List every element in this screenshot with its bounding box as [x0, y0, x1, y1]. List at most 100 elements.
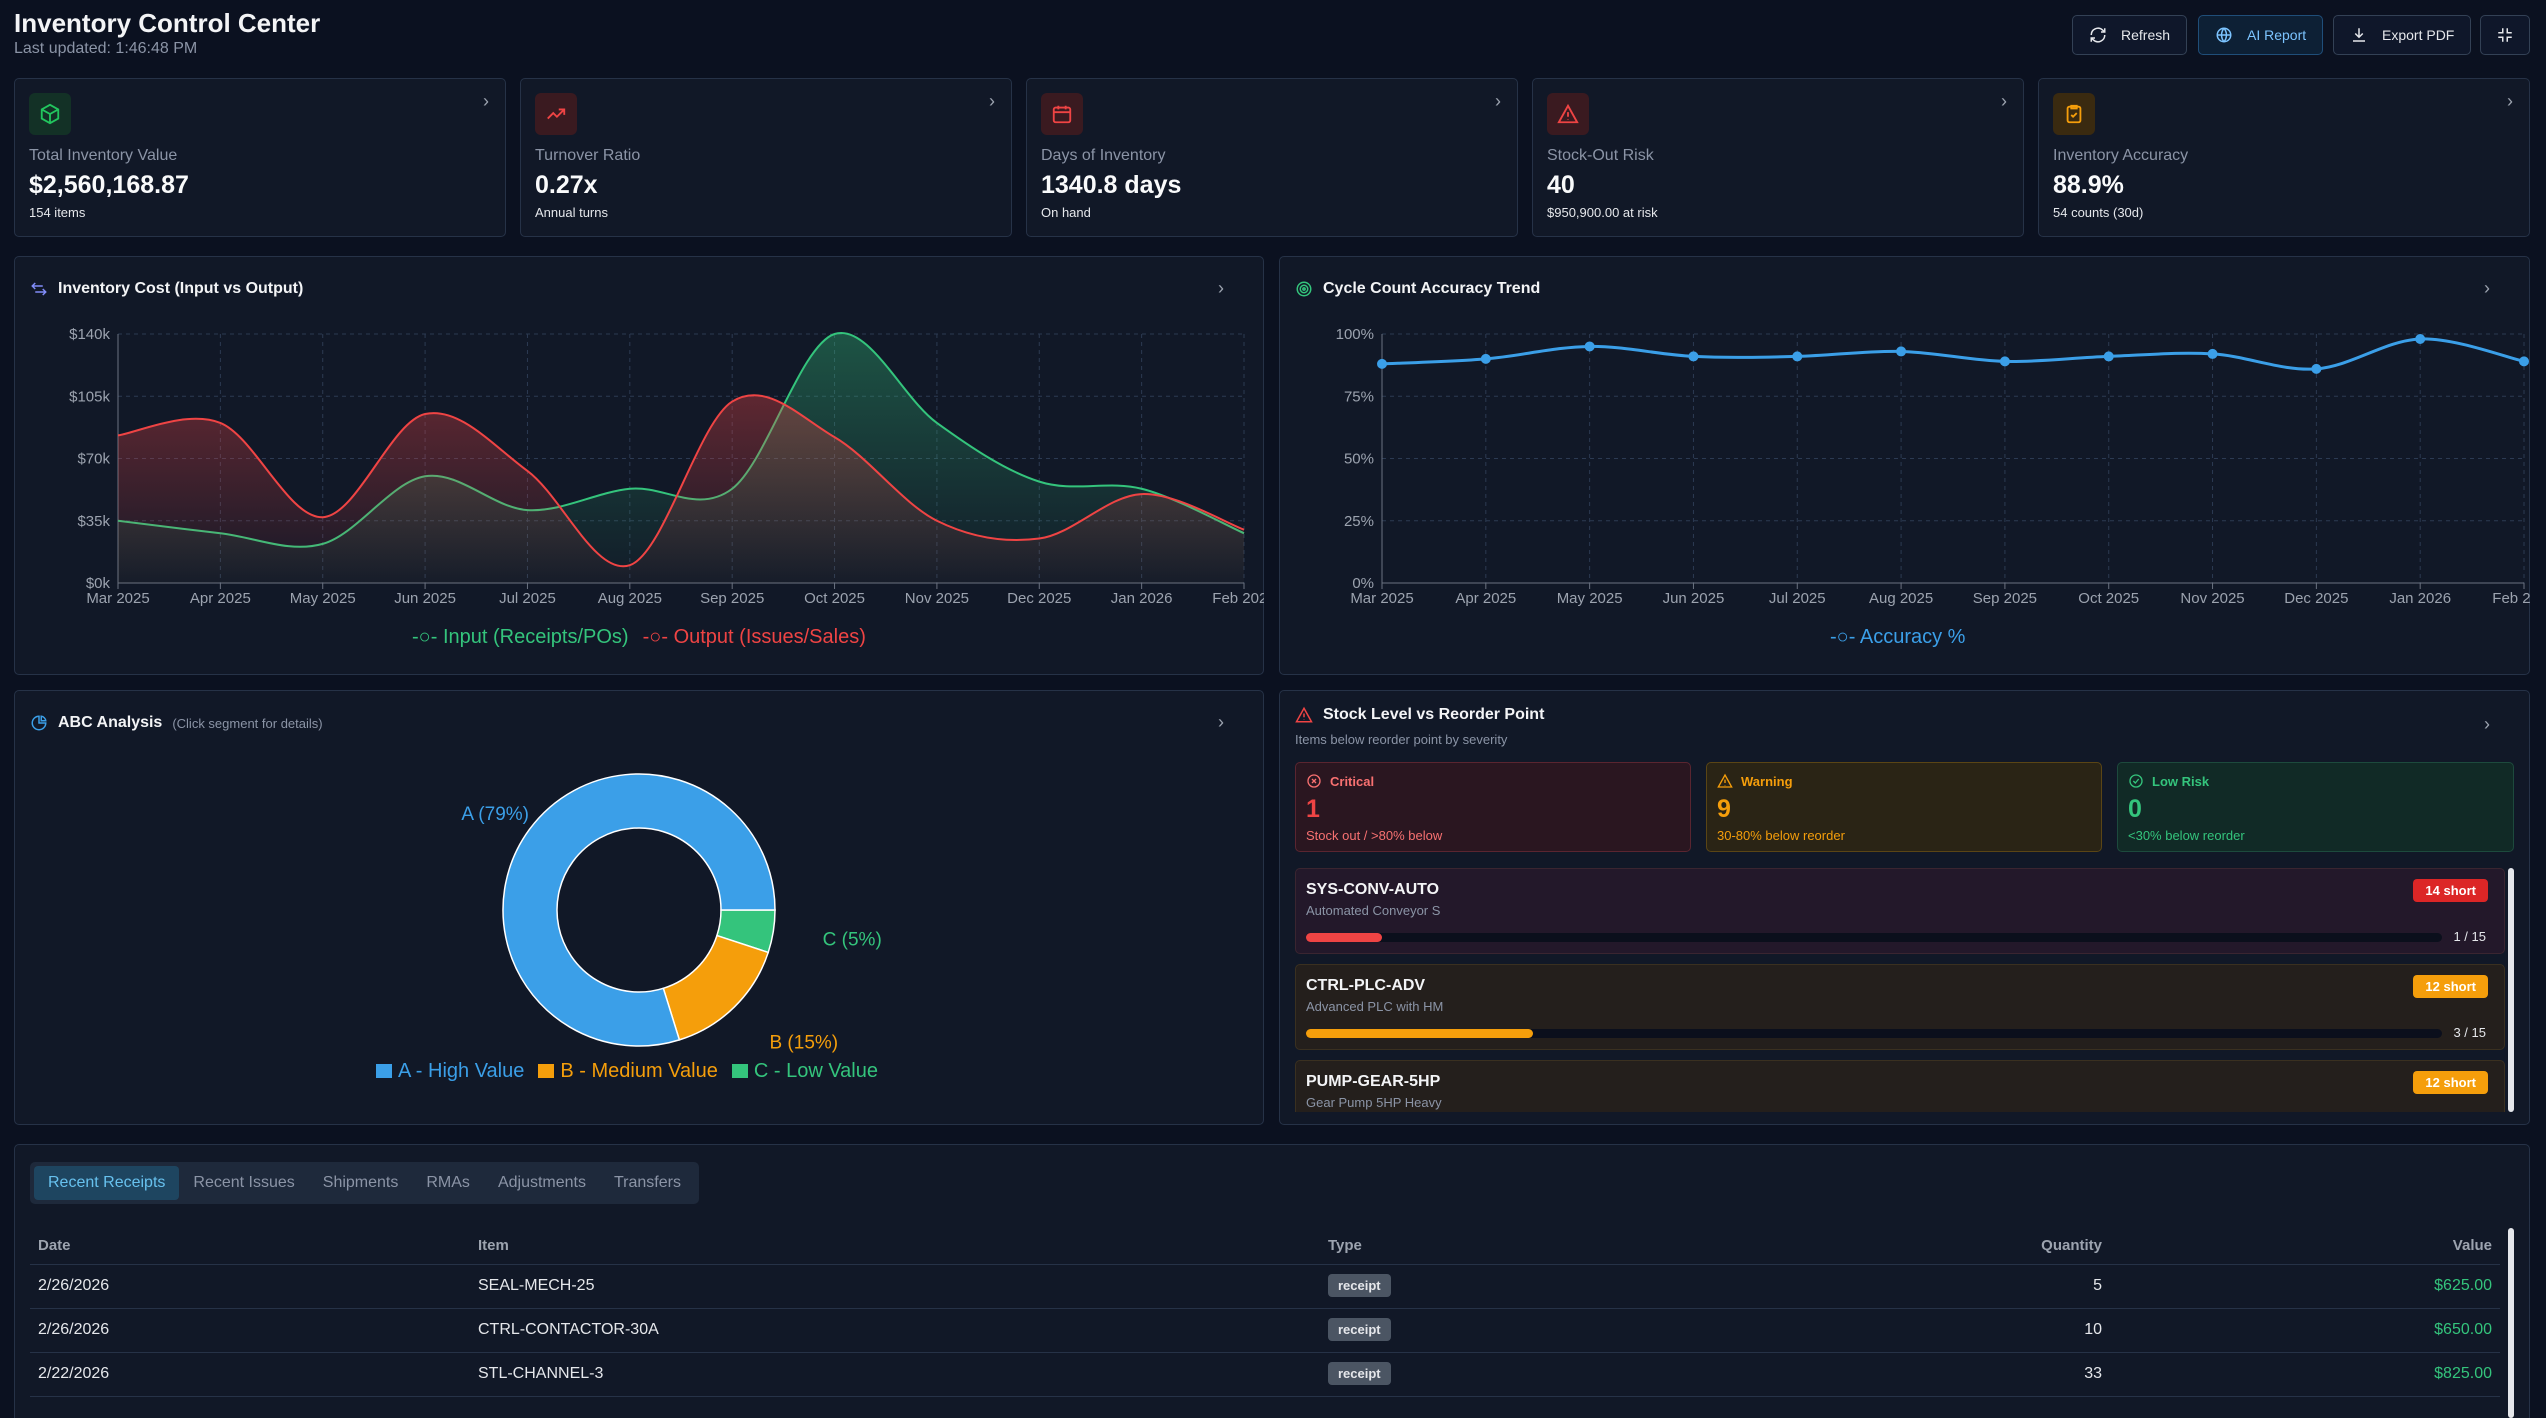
kpi-stock-out-risk[interactable]: › Stock-Out Risk 40 $950,900.00 at risk [1532, 78, 2024, 237]
download-icon [2353, 28, 2365, 42]
box-icon [29, 93, 71, 135]
cell-quantity: 10 [1820, 1308, 2110, 1353]
inventory-cost-chart[interactable]: $0k $35k $70k $105k $140k Mar 2025 Apr 2025 May… [14, 300, 1264, 620]
col-value[interactable]: Value [2110, 1228, 2500, 1265]
x-tick-label: Apr 2025 [190, 590, 251, 607]
y-tick-label: $35k [77, 513, 110, 530]
abc-donut-chart[interactable]: C (5%) B (15%) A (79%) [14, 740, 1264, 1060]
kpi-label: Turnover Ratio [535, 147, 641, 164]
col-type[interactable]: Type [1320, 1228, 1820, 1265]
export-pdf-button[interactable]: Export PDF [2333, 15, 2472, 55]
x-tick-label: Aug 2025 [1869, 590, 1933, 607]
cell-date: 2/22/2026 [30, 1352, 470, 1397]
tab-adjustments[interactable]: Adjustments [497, 1174, 586, 1191]
y-tick-label: 0% [1352, 575, 1374, 592]
tab-shipments[interactable]: Shipments [322, 1174, 399, 1191]
trending-up-icon [535, 93, 577, 135]
kpi-sub: $950,900.00 at risk [1547, 205, 1658, 220]
col-item[interactable]: Item [470, 1228, 1320, 1265]
data-point [1999, 356, 2010, 367]
tab-rmas[interactable]: RMAs [426, 1174, 470, 1191]
kpi-turnover-ratio[interactable]: › Turnover Ratio 0.27x Annual turns [520, 78, 1012, 237]
y-tick-label: 75% [1344, 388, 1374, 405]
shortage-badge: 12 short [2413, 975, 2488, 998]
col-quantity[interactable]: Quantity [1820, 1228, 2110, 1265]
table-row[interactable]: 2/22/2026 STL-CHANNEL-3 receipt 33 $825.… [30, 1352, 2500, 1397]
severity-count: 0 [2128, 795, 2142, 823]
stock-progress-fill [1306, 1029, 1534, 1038]
kpi-total-inventory-value[interactable]: › Total Inventory Value $2,560,168.87 15… [14, 78, 506, 237]
data-point [2207, 348, 2218, 359]
kpi-days-of-inventory[interactable]: › Days of Inventory 1340.8 days On hand [1026, 78, 1518, 237]
tab-recent-issues[interactable]: Recent Issues [193, 1174, 295, 1191]
refresh-label: Refresh [2121, 27, 2171, 43]
type-badge: receipt [1328, 1274, 1391, 1297]
legend-entry[interactable]: C - Low Value [731, 1060, 878, 1083]
x-tick-label: Jun 2025 [394, 590, 456, 607]
chevron-right-icon: › [1495, 91, 1501, 111]
data-point [1584, 341, 1595, 352]
chevron-right-icon[interactable]: › [1218, 278, 1224, 298]
x-tick-label: Oct 2025 [2078, 590, 2139, 607]
x-tick-label: Feb 2026 [1212, 590, 1264, 607]
kpi-sub: 154 items [29, 205, 86, 220]
data-point [2415, 333, 2426, 344]
x-tick-label: Nov 2025 [2180, 590, 2244, 607]
table-row[interactable]: 2/26/2026 CTRL-CONTACTOR-30A receipt 10 … [30, 1308, 2500, 1353]
refresh-button[interactable]: Refresh [2072, 15, 2188, 55]
x-tick-label: Jul 2025 [1769, 590, 1826, 607]
table-row[interactable]: 2/26/2026 SEAL-MECH-25 receipt 5 $625.00 [30, 1264, 2500, 1309]
chevron-right-icon[interactable]: › [1218, 712, 1224, 732]
kpi-value: 40 [1547, 171, 1575, 199]
panel-title: ABC Analysis [58, 714, 163, 731]
ai-report-button[interactable]: AI Report [2198, 15, 2324, 55]
col-date[interactable]: Date [30, 1228, 470, 1265]
kpi-sub: 54 counts (30d) [2053, 205, 2144, 220]
y-tick-label: 50% [1344, 451, 1374, 468]
stock-progress-fill [1306, 933, 1382, 942]
table-header-row: Date Item Type Quantity Value [30, 1228, 2500, 1265]
kpi-sub: Annual turns [535, 205, 608, 220]
severity-critical[interactable]: Critical 1 Stock out / >80% below [1295, 762, 1691, 852]
severity-low-risk[interactable]: Low Risk 0 <30% below reorder [2117, 762, 2514, 852]
data-point [1377, 358, 1387, 369]
x-tick-label: May 2025 [290, 590, 356, 607]
accuracy-trend-chart[interactable]: 0% 25% 50% 75% 100% Mar 2025 Apr 2025 May 2025 J… [1279, 300, 2530, 620]
stock-count: 1 / 15 [2453, 929, 2486, 944]
chevron-right-icon[interactable]: › [2484, 278, 2490, 298]
kpi-inventory-accuracy[interactable]: › Inventory Accuracy 88.9% 54 counts (30… [2038, 78, 2530, 237]
chevron-right-icon[interactable]: › [2484, 714, 2490, 734]
data-point [2519, 356, 2529, 367]
legend-input[interactable]: -○- Input (Receipts/POs) [412, 626, 629, 648]
stock-item-row[interactable]: CTRL-PLC-ADV Advanced PLC with HM 12 sho… [1295, 964, 2505, 1050]
stock-list-scrollbar[interactable] [2508, 868, 2514, 1112]
tab-transfers[interactable]: Transfers [613, 1174, 681, 1191]
chevron-right-icon: › [483, 91, 489, 111]
severity-warning[interactable]: Warning 9 30-80% below reorder [1706, 762, 2102, 852]
data-point [1688, 351, 1699, 362]
legend-entry[interactable]: B - Medium Value [538, 1060, 718, 1083]
stock-count: 3 / 15 [2453, 1025, 2486, 1040]
fullscreen-button[interactable] [2480, 15, 2530, 55]
stock-item-row[interactable]: PUMP-GEAR-5HP Gear Pump 5HP Heavy 12 sho… [1295, 1060, 2505, 1112]
x-tick-label: Jul 2025 [499, 590, 556, 607]
accuracy-chart-legend[interactable]: -○- Accuracy % [1830, 626, 1966, 648]
severity-desc: 30-80% below reorder [1717, 828, 1845, 843]
kpi-sub: On hand [1041, 205, 1091, 220]
panel-title: Cycle Count Accuracy Trend [1323, 280, 1541, 297]
stock-item-row[interactable]: SYS-CONV-AUTO Automated Conveyor S 14 sh… [1295, 868, 2505, 954]
severity-desc: Stock out / >80% below [1306, 828, 1443, 843]
kpi-value: 88.9% [2053, 171, 2124, 199]
item-desc: Gear Pump 5HP Heavy [1306, 1095, 1442, 1110]
severity-desc: <30% below reorder [2128, 828, 2245, 843]
legend-entry[interactable]: A - High Value [376, 1060, 524, 1083]
transaction-tabs: Recent Receipts Recent Issues Shipments … [30, 1162, 699, 1204]
series-line-2 [117, 394, 1245, 568]
tab-recent-receipts[interactable]: Recent Receipts [34, 1166, 180, 1200]
cell-item: SEAL-MECH-25 [470, 1264, 1320, 1309]
table-scrollbar[interactable] [2508, 1228, 2514, 1418]
panel-title: Inventory Cost (Input vs Output) [58, 280, 304, 297]
item-code: PUMP-GEAR-5HP [1306, 1073, 1441, 1090]
legend-output[interactable]: -○- Output (Issues/Sales) [642, 626, 866, 648]
x-tick-label: Apr 2025 [1455, 590, 1516, 607]
